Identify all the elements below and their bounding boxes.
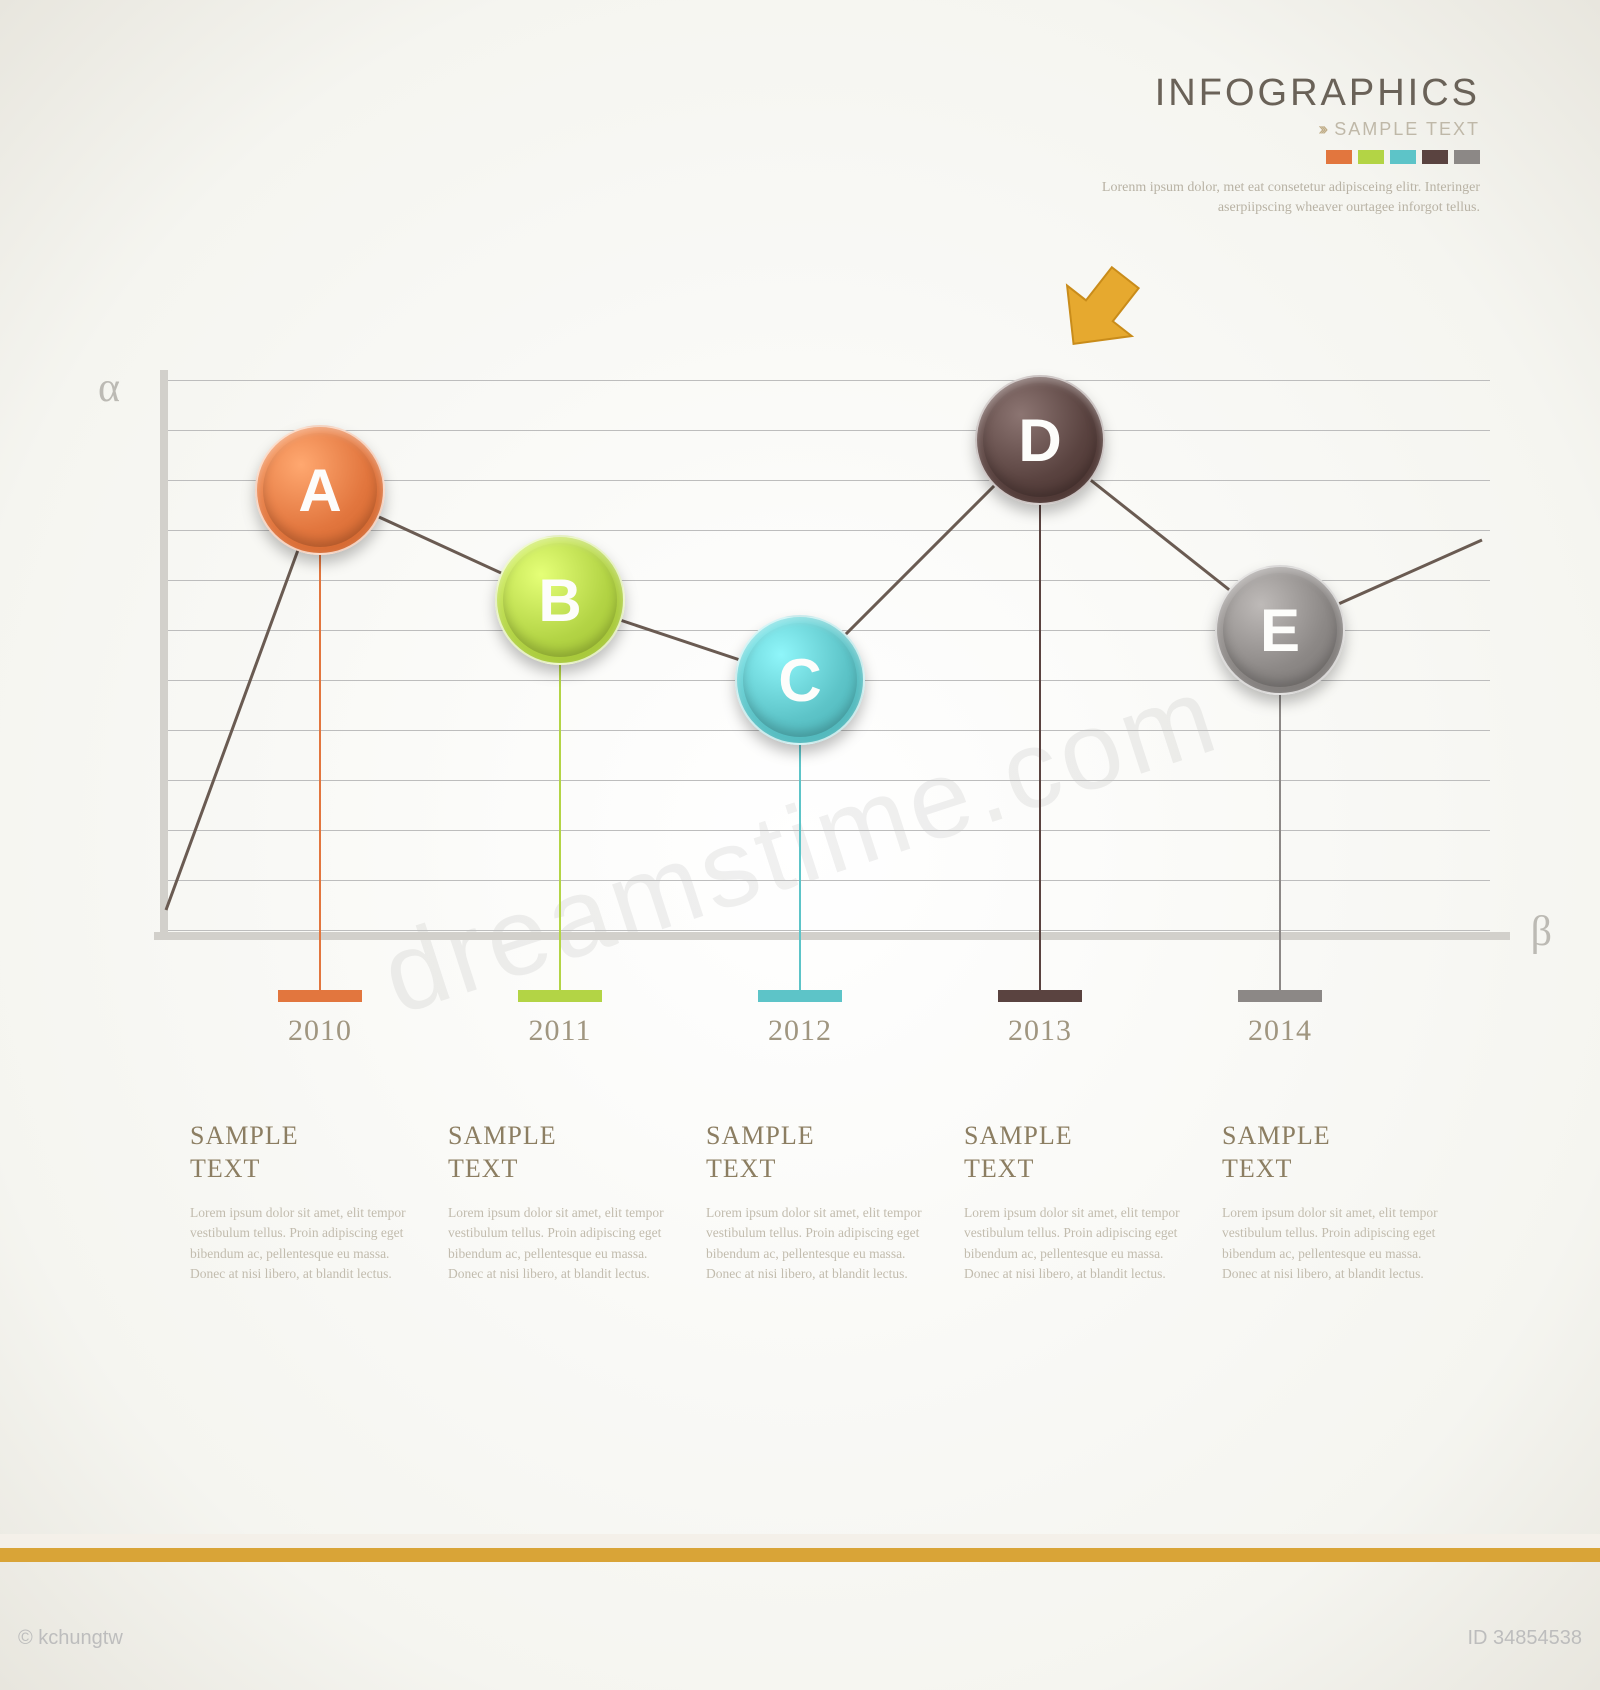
- column-body: Lorem ipsum dolor sit amet, elit tempor …: [448, 1203, 670, 1284]
- x-axis: [154, 932, 1510, 940]
- header-subtitle: SAMPLE TEXT: [1334, 119, 1480, 140]
- year-label: 2010: [288, 1014, 352, 1048]
- data-badge-e: E: [1215, 565, 1345, 695]
- credit-id: ID 34854538: [1467, 1627, 1582, 1650]
- column-title: SAMPLETEXT: [706, 1120, 928, 1185]
- tick-bar: [998, 990, 1082, 1002]
- description-column: SAMPLETEXT Lorem ipsum dolor sit amet, el…: [1222, 1120, 1480, 1284]
- tick-bar: [518, 990, 602, 1002]
- legend-swatch: [1326, 150, 1352, 164]
- column-title: SAMPLETEXT: [964, 1120, 1186, 1185]
- column-title: SAMPLETEXT: [1222, 1120, 1444, 1185]
- year-label: 2011: [529, 1014, 592, 1048]
- legend-swatch: [1358, 150, 1384, 164]
- data-badge-d: D: [975, 375, 1105, 505]
- tick-bar: [1238, 990, 1322, 1002]
- chevrons-icon: ›››: [1318, 119, 1324, 140]
- gridline: [166, 930, 1490, 931]
- legend-swatch: [1454, 150, 1480, 164]
- x-axis-label: β: [1531, 908, 1552, 956]
- data-badge-a: A: [255, 425, 385, 555]
- legend-swatches: [1080, 150, 1480, 164]
- column-body: Lorem ipsum dolor sit amet, elit tempor …: [190, 1203, 412, 1284]
- legend-swatch: [1390, 150, 1416, 164]
- description-column: SAMPLETEXT Lorem ipsum dolor sit amet, el…: [706, 1120, 964, 1284]
- header-title: INFOGRAPHICS: [1080, 72, 1480, 115]
- legend-swatch: [1422, 150, 1448, 164]
- drop-line: [319, 490, 321, 990]
- year-label: 2014: [1248, 1014, 1312, 1048]
- line-chart: α β ABCDE: [130, 380, 1490, 930]
- column-body: Lorem ipsum dolor sit amet, elit tempor …: [1222, 1203, 1444, 1284]
- y-axis-label: α: [98, 364, 120, 412]
- column-body: Lorem ipsum dolor sit amet, elit tempor …: [964, 1203, 1186, 1284]
- highlight-arrow-icon: [1023, 233, 1177, 387]
- data-badge-c: C: [735, 615, 865, 745]
- tick-bar: [278, 990, 362, 1002]
- year-label: 2012: [768, 1014, 832, 1048]
- data-badge-b: B: [495, 535, 625, 665]
- year-label: 2013: [1008, 1014, 1072, 1048]
- column-title: SAMPLETEXT: [448, 1120, 670, 1185]
- description-column: SAMPLETEXT Lorem ipsum dolor sit amet, el…: [190, 1120, 448, 1284]
- credit-author: © kchungtw: [18, 1627, 123, 1650]
- column-body: Lorem ipsum dolor sit amet, elit tempor …: [706, 1203, 928, 1284]
- description-columns: SAMPLETEXT Lorem ipsum dolor sit amet, el…: [190, 1120, 1480, 1284]
- drop-line: [1039, 440, 1041, 990]
- header-block: INFOGRAPHICS ››› SAMPLE TEXT Lorenm ipsu…: [1080, 72, 1480, 219]
- tick-bar: [758, 990, 842, 1002]
- column-title: SAMPLETEXT: [190, 1120, 412, 1185]
- footer-bar: [0, 1534, 1600, 1562]
- description-column: SAMPLETEXT Lorem ipsum dolor sit amet, el…: [964, 1120, 1222, 1284]
- header-description: Lorenm ipsum dolor, met eat consetetur a…: [1080, 178, 1480, 219]
- description-column: SAMPLETEXT Lorem ipsum dolor sit amet, el…: [448, 1120, 706, 1284]
